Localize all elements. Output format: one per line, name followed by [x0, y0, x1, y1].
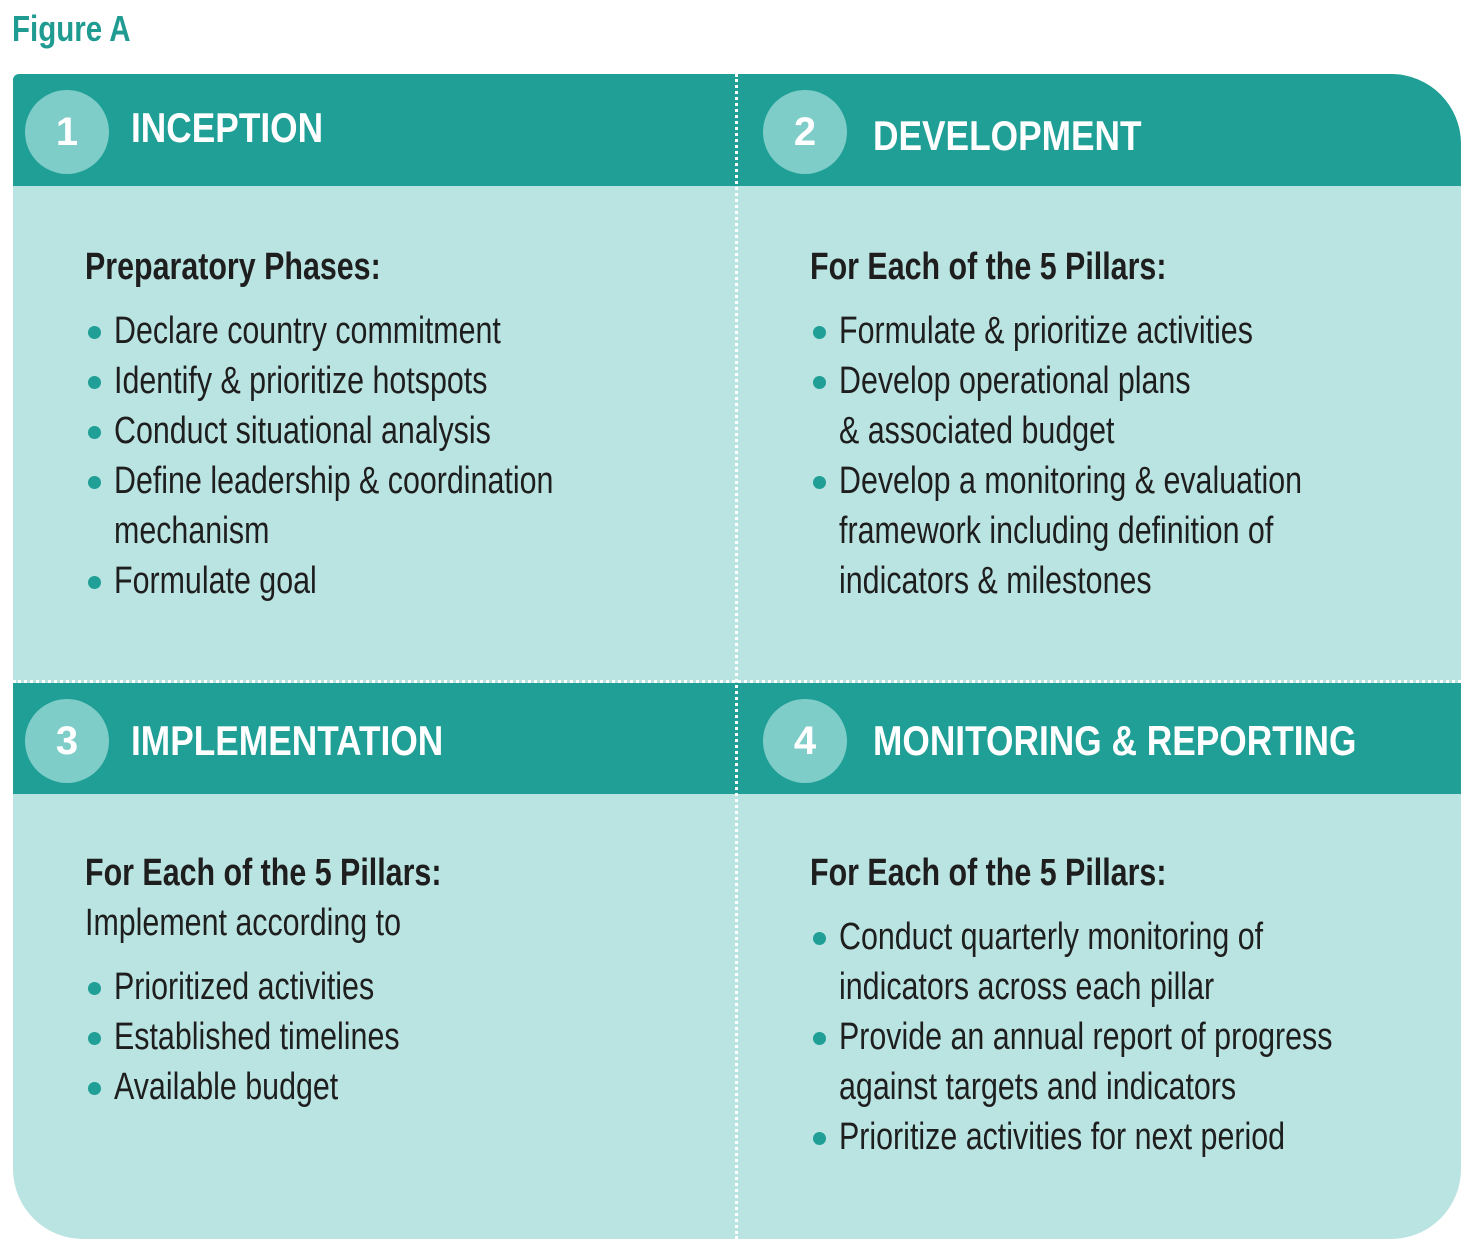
phase-title: IMPLEMENTATION [131, 717, 444, 764]
phase-content: For Each of the 5 Pillars: Conduct quart… [810, 848, 1461, 1162]
phase-subtitle: Preparatory Phases: [85, 246, 381, 288]
bullet-dot-icon [813, 932, 826, 945]
list-item: Available budget [85, 1062, 785, 1112]
list-item: Provide an annual report of progress aga… [810, 1012, 1461, 1112]
bullet-dot-icon [813, 376, 826, 389]
list-item: Develop operational plans & associated b… [810, 356, 1461, 456]
bullet-dot-icon [88, 1082, 101, 1095]
bullet-dot-icon [88, 1032, 101, 1045]
phase-number-badge: 4 [763, 699, 847, 783]
bullet-list: Declare country commitment Identify & pr… [85, 306, 785, 606]
bullet-dot-icon [88, 576, 101, 589]
phase-content: For Each of the 5 Pillars: Implement acc… [85, 848, 785, 1112]
bullet-dot-icon [813, 1032, 826, 1045]
bullet-dot-icon [88, 476, 101, 489]
phase-subtitle: For Each of the 5 Pillars: [85, 852, 442, 894]
phase-content: Preparatory Phases: Declare country comm… [85, 242, 785, 606]
phase-number-badge: 2 [763, 90, 847, 174]
list-item: Formulate goal [85, 556, 785, 606]
bullet-dot-icon [88, 326, 101, 339]
phase-title: INCEPTION [131, 104, 324, 151]
list-item: Define leadership & coordination mechani… [85, 456, 785, 556]
list-item: Conduct quarterly monitoring of indicato… [810, 912, 1461, 1012]
phase-title: MONITORING & REPORTING [873, 717, 1357, 764]
vertical-divider [735, 74, 738, 1239]
list-item: Prioritized activities [85, 962, 785, 1012]
list-item: Identify & prioritize hotspots [85, 356, 785, 406]
list-item: Established timelines [85, 1012, 785, 1062]
horizontal-divider [13, 680, 1461, 683]
bullet-dot-icon [813, 326, 826, 339]
bullet-list: Conduct quarterly monitoring of indicato… [810, 912, 1461, 1162]
phase-number-badge: 1 [25, 90, 109, 174]
phase-number-badge: 3 [25, 699, 109, 783]
phase-subtitle: For Each of the 5 Pillars: [810, 246, 1167, 288]
phases-panel: 1 INCEPTION Preparatory Phases: Declare … [13, 74, 1461, 1239]
list-item: Declare country commitment [85, 306, 785, 356]
figure-label: Figure A [12, 8, 131, 49]
list-item: Prioritize activities for next period [810, 1112, 1461, 1162]
list-item: Conduct situational analysis [85, 406, 785, 456]
bullet-list: Formulate & prioritize activities Develo… [810, 306, 1461, 606]
bullet-dot-icon [88, 426, 101, 439]
list-item: Develop a monitoring & evaluation framew… [810, 456, 1461, 606]
bullet-dot-icon [88, 376, 101, 389]
phase-title: DEVELOPMENT [873, 112, 1142, 159]
phase-content: For Each of the 5 Pillars: Formulate & p… [810, 242, 1461, 606]
bullet-dot-icon [88, 982, 101, 995]
bullet-dot-icon [813, 476, 826, 489]
bullet-list: Prioritized activities Established timel… [85, 962, 785, 1112]
phase-intro: Implement according to [85, 902, 401, 944]
bullet-dot-icon [813, 1132, 826, 1145]
phase-subtitle: For Each of the 5 Pillars: [810, 852, 1167, 894]
list-item: Formulate & prioritize activities [810, 306, 1461, 356]
